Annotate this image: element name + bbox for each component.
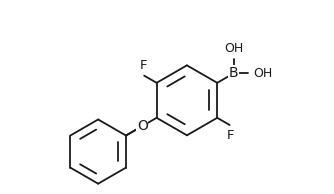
Text: OH: OH [254,67,273,80]
Text: O: O [137,119,148,133]
Text: F: F [227,129,234,142]
Text: OH: OH [224,42,243,55]
Text: B: B [229,66,238,81]
Text: F: F [139,59,147,72]
